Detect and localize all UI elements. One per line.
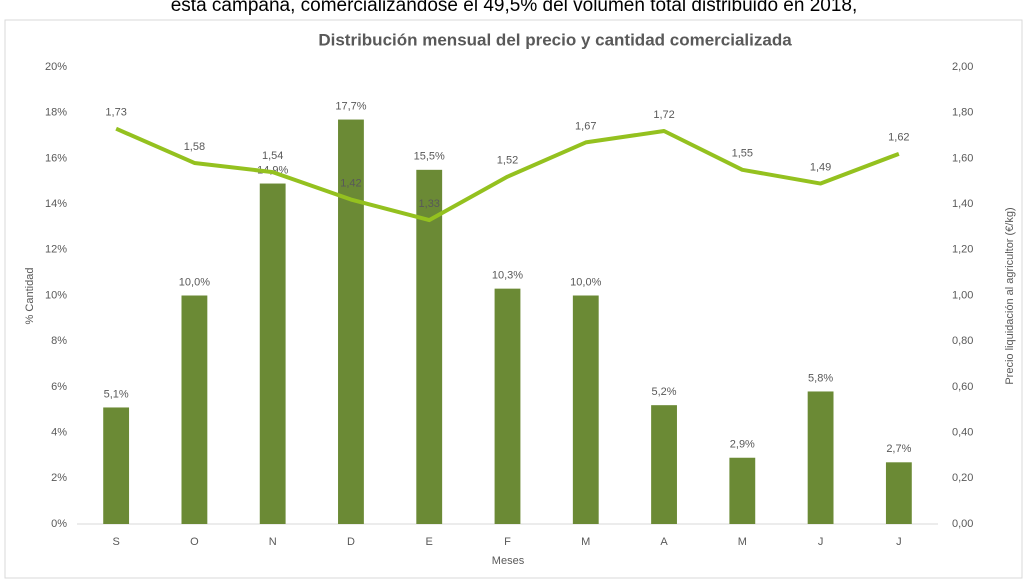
x-tick-label: D [347,536,355,548]
y2-tick-label: 0,20 [952,472,973,484]
x-tick-label: J [818,536,824,548]
line-value-label: 1,73 [105,107,126,119]
bar [572,295,599,524]
x-tick-label: M [738,536,747,548]
chart-title: Distribución mensual del precio y cantid… [318,30,792,49]
y-tick-label: 6% [51,381,67,393]
y2-tick-label: 1,80 [952,107,973,119]
y2-tick-label: 1,00 [952,289,973,301]
y-tick-label: 0% [51,518,67,530]
x-tick-label: J [896,536,902,548]
line-value-label: 1,67 [575,120,596,132]
line-value-label: 1,42 [340,177,361,189]
y-tick-label: 18% [45,107,67,119]
y2-tick-label: 1,40 [952,198,973,210]
bar [885,462,912,524]
bar [338,119,364,525]
bar-value-label: 10,3% [492,270,523,282]
x-tick-label: M [581,536,590,548]
x-tick-label: O [190,536,199,548]
line-value-label: 1,52 [497,155,518,167]
y-tick-label: 2% [51,472,67,484]
y2-tick-label: 1,20 [952,244,973,256]
x-tick-label: F [504,536,511,548]
line-value-label: 1,55 [732,148,753,160]
y-tick-label: 10% [45,289,67,301]
y-tick-label: 16% [45,152,67,164]
line-value-label: 1,72 [653,109,674,121]
y2-tick-label: 0,00 [952,518,973,530]
x-tick-label: S [112,536,119,548]
bar [494,288,521,524]
y-tick-label: 20% [45,61,67,73]
y2-tick-label: 0,40 [952,427,973,439]
line [115,126,900,223]
y-tick-label: 12% [45,244,67,256]
bar [181,295,208,524]
bar-value-label: 15,5% [414,151,445,163]
line-value-label: 1,54 [262,150,283,162]
x-axis-label: Meses [492,555,525,567]
bar [416,169,443,524]
y2-axis-label: Precio liquidación al agricultor (€/kg) [1004,207,1016,384]
bar [651,405,677,524]
bar [103,407,130,524]
bar-value-label: 5,8% [808,372,833,384]
bar-value-label: 5,2% [652,386,677,398]
bar-value-label: 5,1% [104,388,129,400]
line-value-label: 1,62 [888,132,909,144]
x-tick-label: A [660,536,668,548]
line-value-label: 1,49 [810,161,831,173]
x-tick-label: N [269,536,277,548]
line-value-label: 1,58 [184,141,205,153]
y-tick-label: 14% [45,198,67,210]
bar-value-label: 2,9% [730,439,755,451]
y2-tick-label: 0,60 [952,381,973,393]
bar [807,391,834,524]
bar [729,457,756,524]
bar [259,183,286,524]
y2-tick-label: 2,00 [952,61,973,73]
bar-value-label: 10,0% [570,276,601,288]
y-tick-label: 8% [51,335,67,347]
y-axis-label: % Cantidad [24,268,36,325]
line-value-label: 1,33 [419,198,440,210]
bar-value-label: 2,7% [886,443,911,455]
bar-value-label: 17,7% [335,100,366,112]
y2-tick-label: 0,80 [952,335,973,347]
context-text: esta campaña, comercializándose el 49,5%… [171,0,858,16]
chart-frame [4,19,1023,579]
bar-value-label: 10,0% [179,276,210,288]
x-tick-label: E [426,536,433,548]
y2-tick-label: 1,60 [952,152,973,164]
y-tick-label: 4% [51,427,67,439]
